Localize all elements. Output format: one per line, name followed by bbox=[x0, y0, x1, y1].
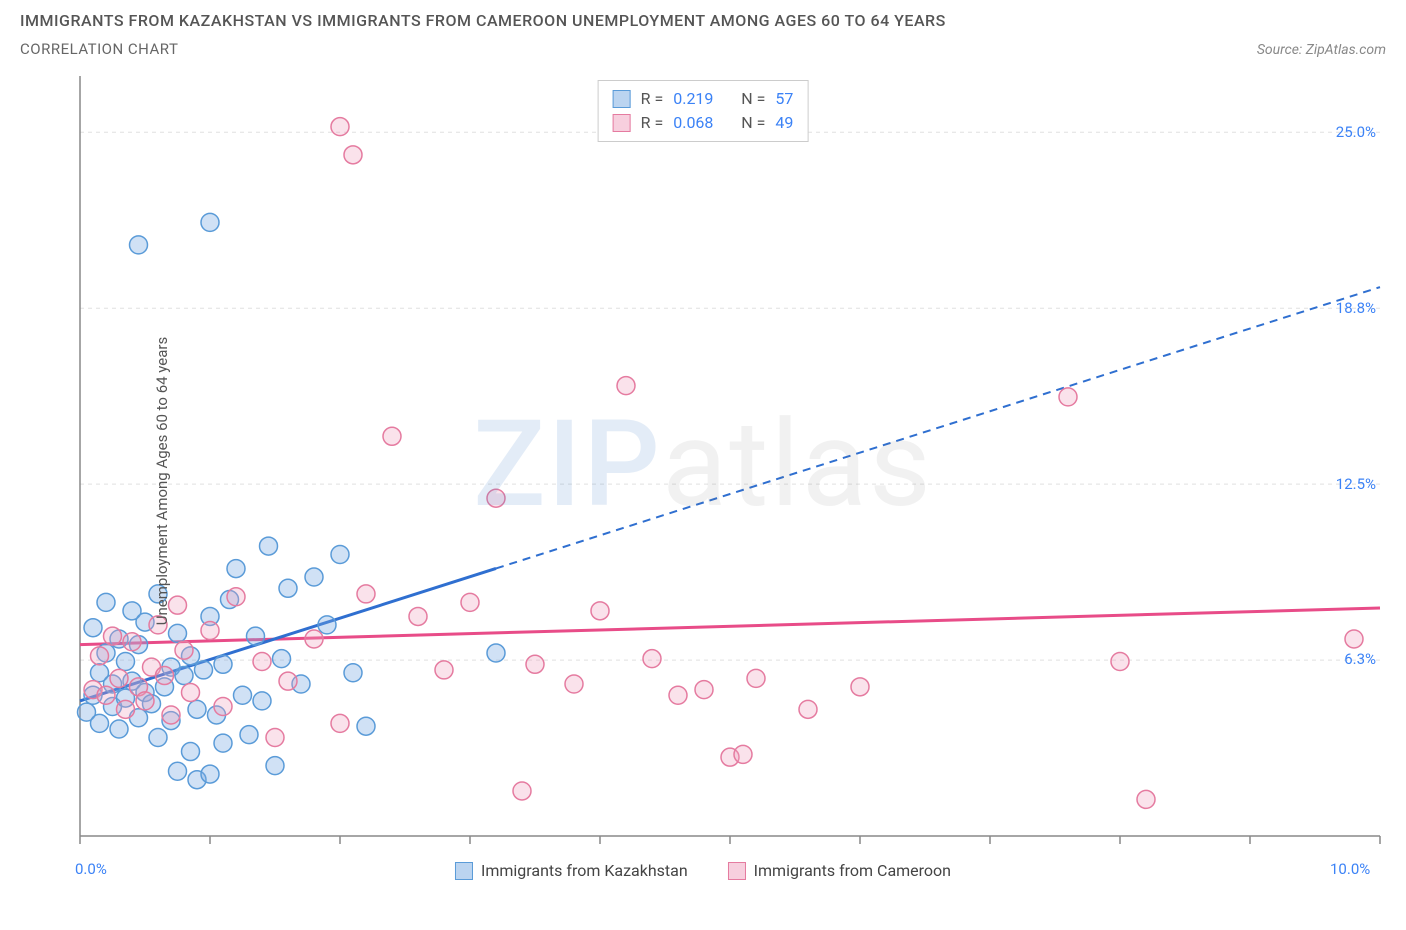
legend-row-0: R = 0.219 N = 57 bbox=[613, 87, 794, 111]
n-value-1: 49 bbox=[775, 111, 793, 135]
r-label: R = bbox=[641, 111, 664, 135]
n-label: N = bbox=[741, 111, 765, 135]
series-legend: Immigrants from Kazakhstan Immigrants fr… bbox=[455, 861, 951, 880]
legend-swatch-blue bbox=[613, 90, 631, 108]
chart-title: IMMIGRANTS FROM KAZAKHSTAN VS IMMIGRANTS… bbox=[20, 10, 1386, 32]
legend-swatch-pink bbox=[613, 114, 631, 132]
correlation-legend: R = 0.219 N = 57 R = 0.068 N = 49 bbox=[598, 80, 809, 142]
n-value-0: 57 bbox=[775, 87, 793, 111]
legend-swatch-blue bbox=[455, 862, 473, 880]
subtitle-row: CORRELATION CHART Source: ZipAtlas.com bbox=[20, 40, 1386, 58]
r-label: R = bbox=[641, 87, 664, 111]
y-axis-title: Unemployment Among Ages 60 to 64 years bbox=[153, 337, 171, 625]
legend-item-0: Immigrants from Kazakhstan bbox=[455, 861, 688, 880]
legend-row-1: R = 0.068 N = 49 bbox=[613, 111, 794, 135]
y-tick-label: 18.8% bbox=[1336, 299, 1376, 317]
r-value-1: 0.068 bbox=[673, 111, 723, 135]
scatter-plot bbox=[10, 66, 1396, 896]
y-tick-label: 12.5% bbox=[1336, 475, 1376, 493]
x-tick-label: 0.0% bbox=[75, 860, 107, 878]
legend-label-1: Immigrants from Cameroon bbox=[754, 861, 951, 880]
x-tick-label: 10.0% bbox=[1330, 860, 1370, 878]
legend-item-1: Immigrants from Cameroon bbox=[728, 861, 951, 880]
legend-label-0: Immigrants from Kazakhstan bbox=[481, 861, 688, 880]
source-label: Source: ZipAtlas.com bbox=[1257, 42, 1386, 58]
y-tick-label: 6.3% bbox=[1344, 650, 1376, 668]
chart-subtitle: CORRELATION CHART bbox=[20, 40, 178, 58]
n-label: N = bbox=[741, 87, 765, 111]
title-block: IMMIGRANTS FROM KAZAKHSTAN VS IMMIGRANTS… bbox=[10, 10, 1396, 66]
legend-swatch-pink bbox=[728, 862, 746, 880]
y-tick-label: 25.0% bbox=[1336, 123, 1376, 141]
r-value-0: 0.219 bbox=[673, 87, 723, 111]
chart-container: ZIPatlas Unemployment Among Ages 60 to 6… bbox=[10, 66, 1396, 896]
